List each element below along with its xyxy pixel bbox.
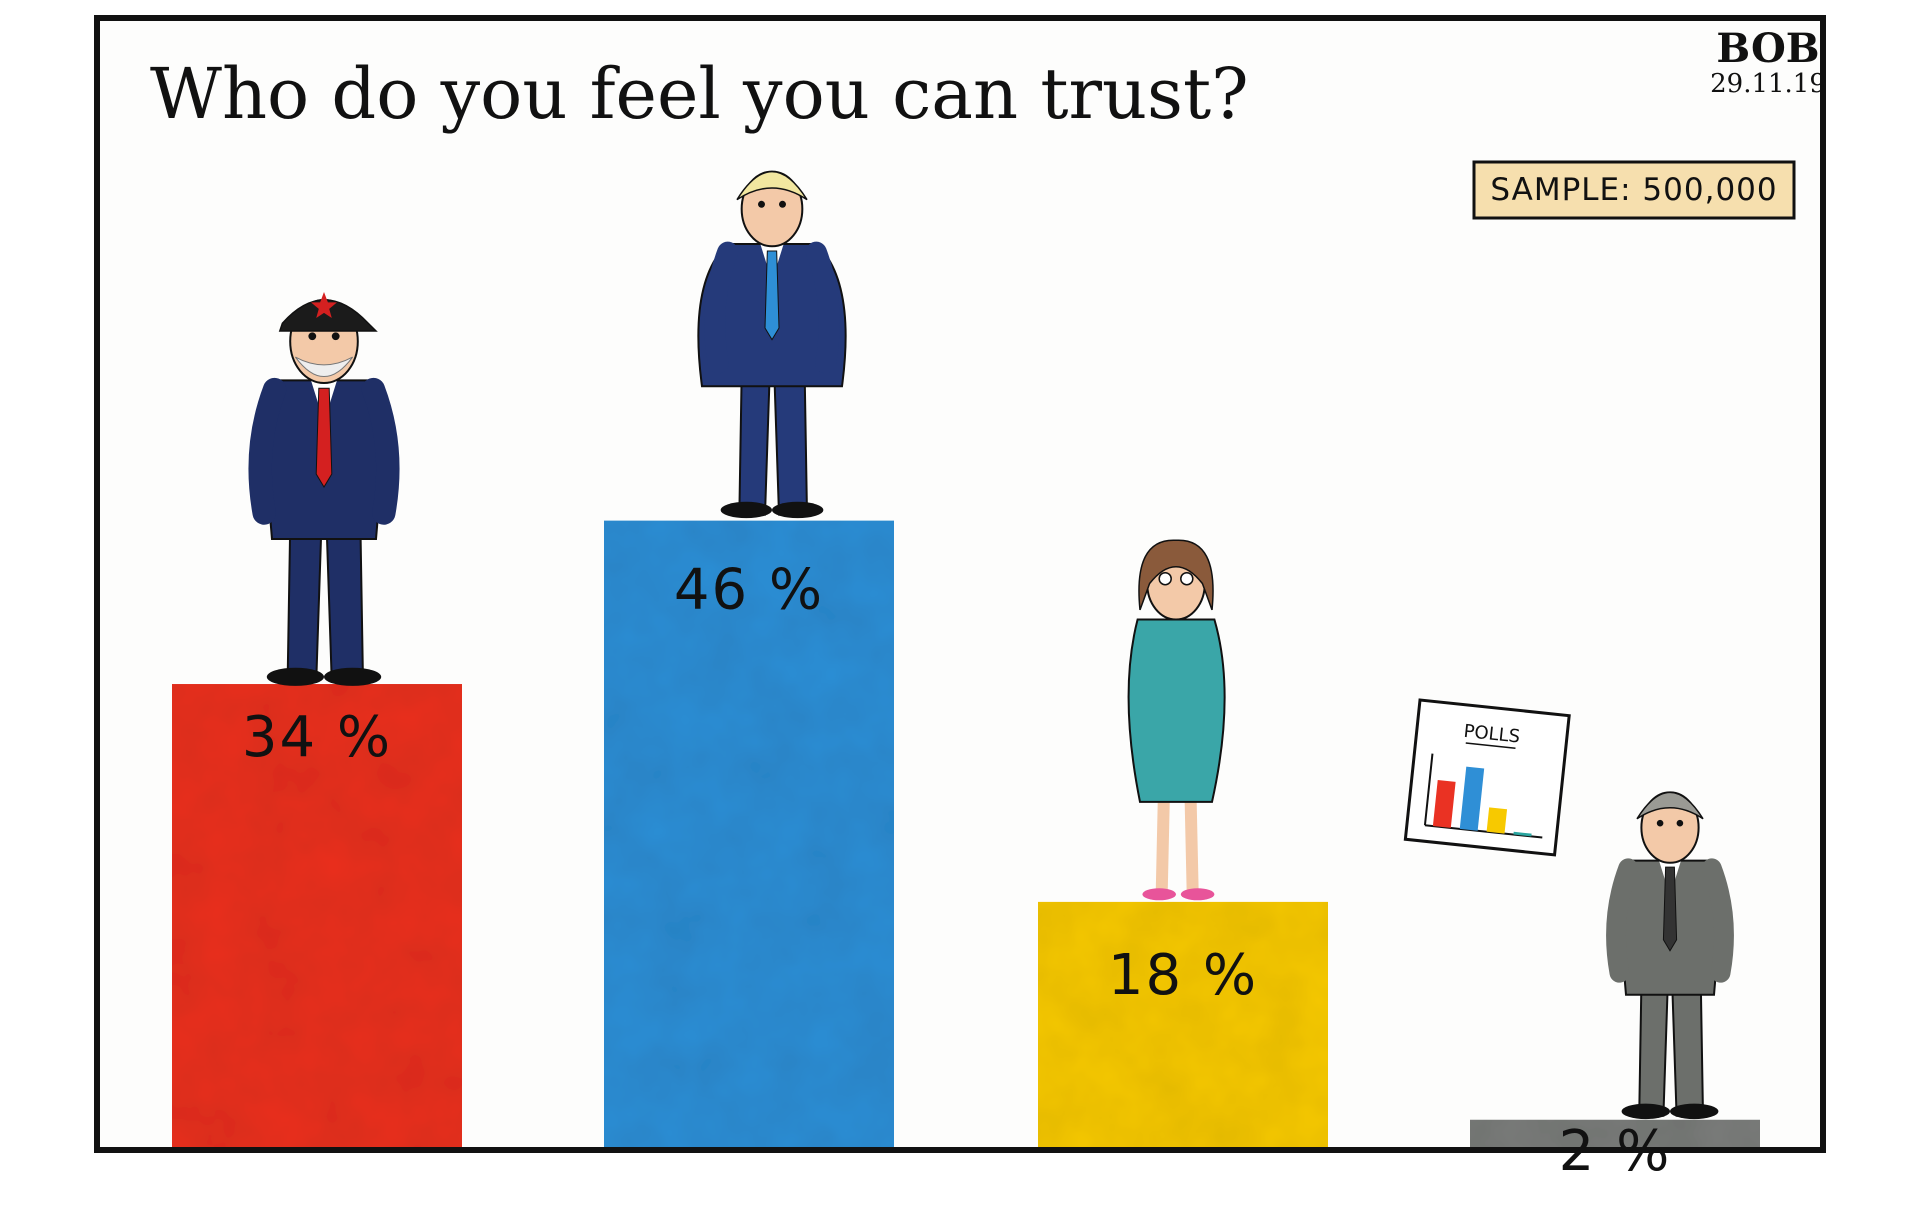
polls-inset-bar-1 bbox=[1432, 780, 1456, 828]
polls-inset-bar-2 bbox=[1459, 766, 1485, 831]
bar-3 bbox=[1038, 901, 1328, 1147]
figures-layer: POLLS bbox=[248, 170, 1734, 1120]
figure-4 bbox=[1606, 791, 1734, 1120]
bar-label-3: 18 % bbox=[1108, 943, 1258, 1008]
bars-layer: 34 % 46 % 18 % 2 % bbox=[172, 520, 1760, 1184]
figure-3 bbox=[1127, 539, 1226, 901]
artist-signature: BOB bbox=[1716, 25, 1819, 72]
figure-1 bbox=[248, 292, 400, 686]
figure-2 bbox=[697, 170, 847, 519]
polls-inset-bar-3 bbox=[1486, 807, 1508, 834]
chart-title: Who do you feel you can trust? bbox=[150, 53, 1249, 135]
bar-4 bbox=[1470, 1119, 1760, 1147]
bar-label-1: 34 % bbox=[242, 705, 392, 770]
polls-sign: POLLS bbox=[1403, 698, 1571, 857]
bar-1 bbox=[172, 684, 462, 1147]
sample-badge-box bbox=[1472, 160, 1796, 220]
sample-badge: SAMPLE: 500,000 bbox=[1490, 172, 1777, 208]
bar-2 bbox=[604, 520, 894, 1147]
bar-label-4: 2 % bbox=[1559, 1119, 1672, 1184]
signature-date: 29.11.19 bbox=[1710, 69, 1826, 99]
polls-inset-bar-4 bbox=[1513, 831, 1532, 837]
bar-label-2: 46 % bbox=[674, 558, 824, 623]
